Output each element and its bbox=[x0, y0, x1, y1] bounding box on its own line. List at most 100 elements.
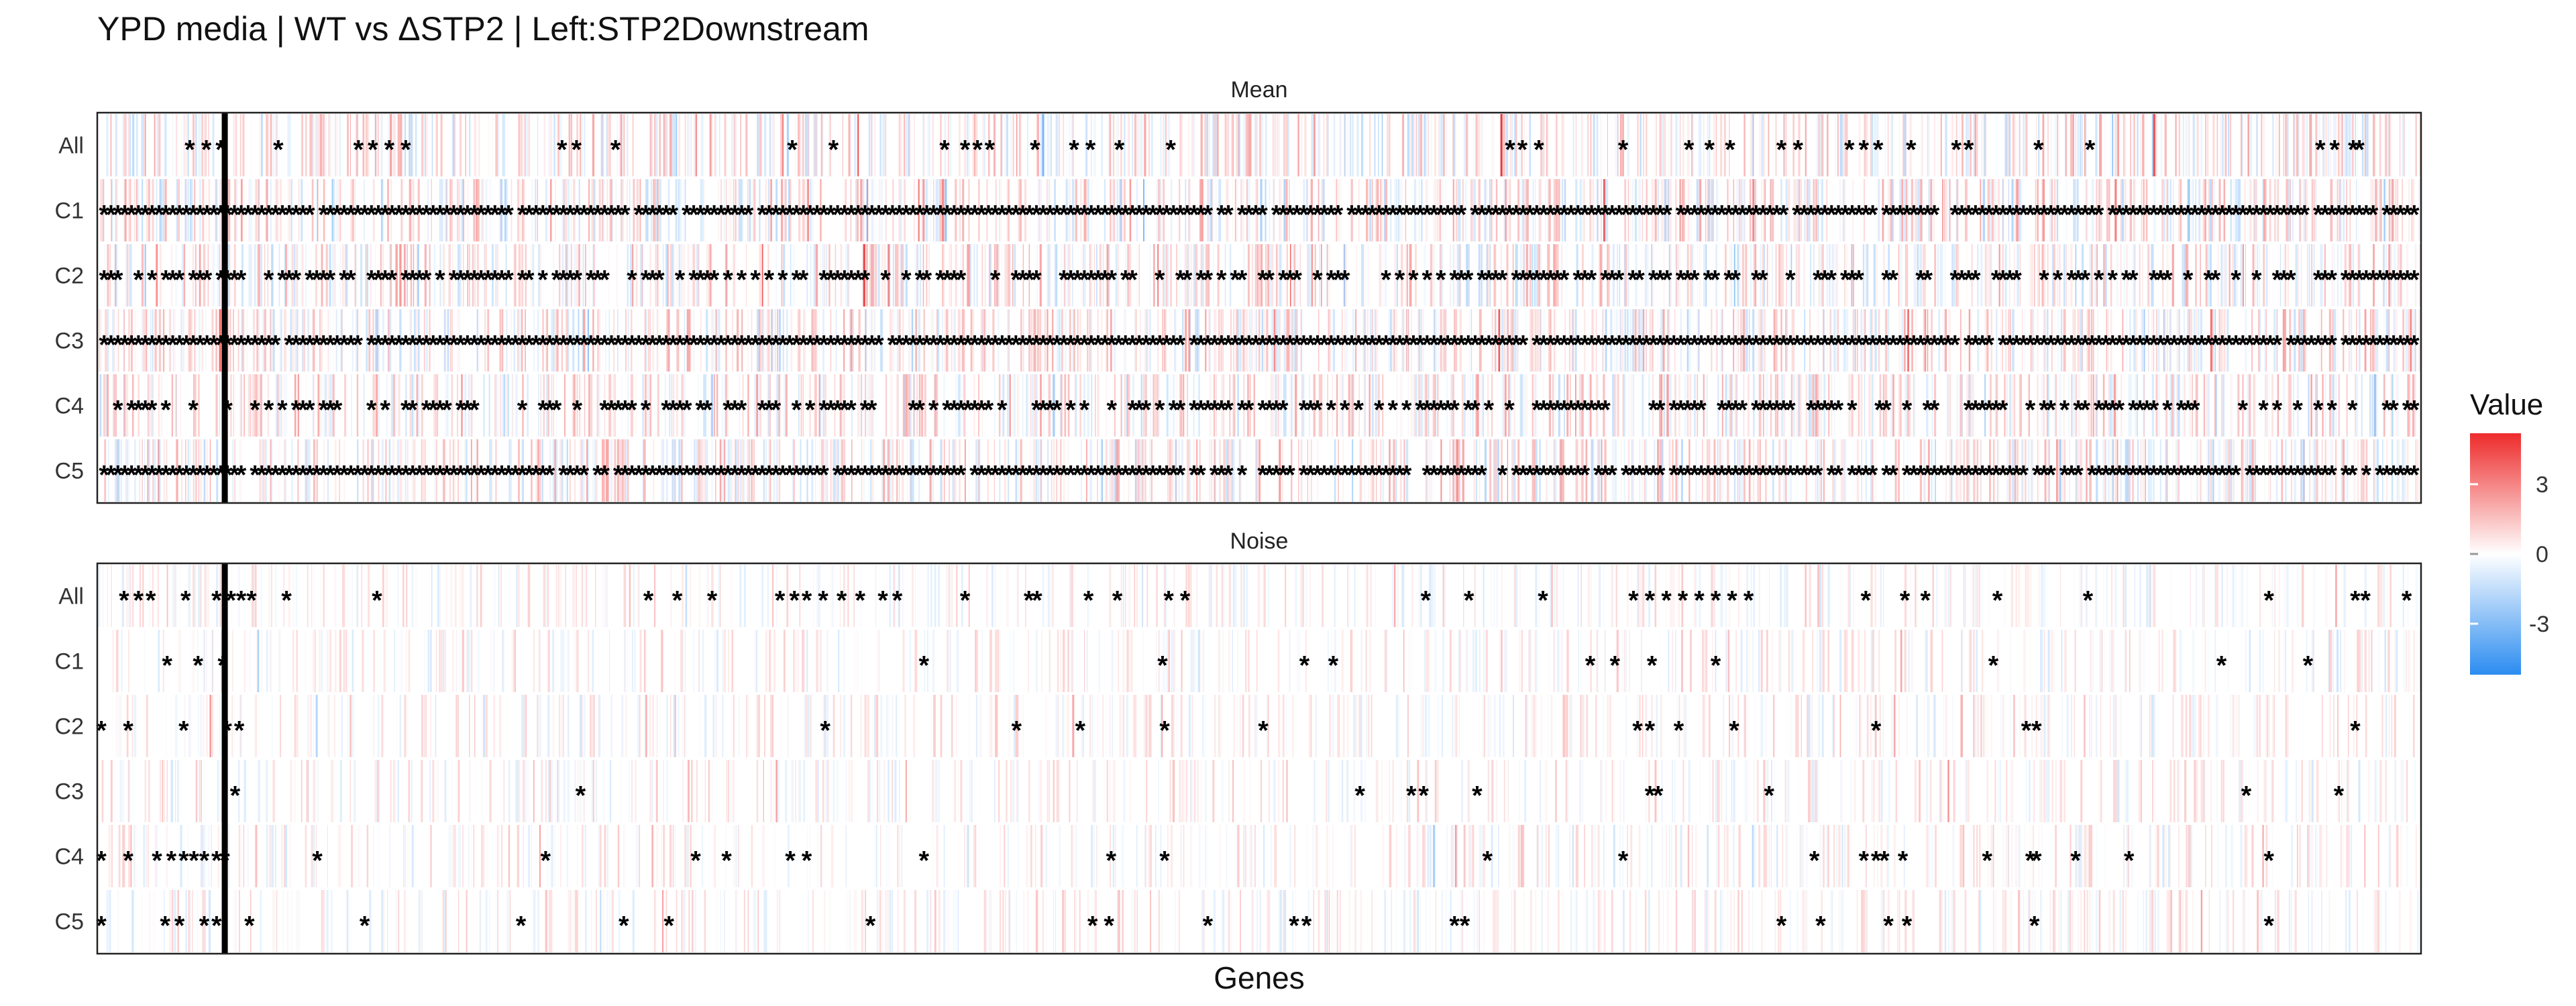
heat-cell bbox=[810, 179, 812, 241]
heat-cell bbox=[2408, 179, 2410, 241]
heat-cell bbox=[2014, 179, 2017, 241]
heat-cell bbox=[1831, 244, 1834, 306]
heat-cell bbox=[369, 244, 372, 306]
heat-cell bbox=[1523, 179, 1525, 241]
heat-cell bbox=[1599, 114, 1602, 176]
heat-cell bbox=[1906, 179, 1909, 241]
heat-cell bbox=[2222, 374, 2224, 437]
heat-cell bbox=[465, 114, 466, 176]
heat-cell bbox=[557, 114, 559, 176]
heat-cell bbox=[1619, 244, 1621, 306]
heat-cell bbox=[555, 114, 557, 176]
heat-cell bbox=[1720, 114, 1721, 176]
heat-cell bbox=[505, 179, 508, 241]
heat-cell bbox=[1413, 114, 1415, 176]
heat-cell bbox=[1686, 114, 1690, 176]
heat-cell bbox=[826, 244, 828, 306]
heat-cell bbox=[636, 179, 639, 241]
heat-cell bbox=[1695, 114, 1697, 176]
heat-cell bbox=[1822, 114, 1824, 176]
heat-cell bbox=[2390, 114, 2392, 176]
heat-cell bbox=[633, 179, 635, 241]
heat-cell bbox=[1405, 179, 1407, 241]
heat-cell bbox=[397, 114, 399, 176]
heat-cell bbox=[602, 179, 605, 241]
heat-cell bbox=[1915, 244, 1917, 306]
heat-cell bbox=[2253, 179, 2255, 241]
heat-cell bbox=[1433, 179, 1434, 241]
heat-cell bbox=[1730, 244, 1733, 306]
heat-cell bbox=[813, 114, 815, 176]
heat-cell bbox=[865, 244, 867, 306]
heat-cell bbox=[1377, 179, 1379, 241]
heat-cell bbox=[610, 179, 612, 241]
heat-cell bbox=[451, 179, 453, 241]
heat-cell bbox=[1741, 244, 1744, 306]
heat-cell bbox=[1845, 244, 1847, 306]
heat-cell bbox=[1242, 244, 1245, 306]
heat-cell bbox=[483, 374, 485, 437]
heat-cell bbox=[550, 179, 551, 241]
heat-cell bbox=[1927, 114, 1930, 176]
heat-cell bbox=[1113, 179, 1114, 241]
heat-cell bbox=[820, 179, 822, 241]
heat-cell bbox=[184, 179, 186, 241]
heat-cell bbox=[678, 114, 680, 176]
heat-cell bbox=[1788, 179, 1790, 241]
heat-cell bbox=[596, 374, 598, 437]
heat-cell bbox=[2187, 179, 2190, 241]
heat-cell bbox=[1247, 114, 1249, 176]
heat-cell bbox=[731, 179, 733, 241]
heat-cell bbox=[874, 114, 876, 176]
heat-cell bbox=[276, 179, 278, 241]
heat-cell bbox=[1028, 244, 1030, 306]
heat-cell bbox=[2196, 114, 2199, 176]
heat-cell bbox=[845, 179, 847, 241]
heat-cell bbox=[1743, 179, 1746, 241]
heat-cell bbox=[1882, 179, 1884, 241]
heat-cell bbox=[2349, 244, 2352, 306]
heat-cell bbox=[105, 244, 107, 306]
heat-cell bbox=[176, 179, 178, 241]
heat-cell bbox=[1763, 244, 1765, 306]
heat-cell bbox=[1013, 244, 1015, 306]
heat-cell bbox=[2309, 114, 2310, 176]
heat-cell bbox=[1902, 244, 1903, 306]
heat-cell bbox=[1902, 114, 1904, 176]
heat-cell bbox=[2114, 179, 2117, 241]
heat-cell bbox=[1279, 179, 1280, 241]
heat-cell bbox=[1961, 114, 1964, 176]
heat-cell bbox=[663, 114, 665, 176]
heat-cell bbox=[329, 244, 331, 306]
heat-cell bbox=[410, 114, 413, 176]
heat-cell bbox=[187, 114, 189, 176]
heat-cell bbox=[2222, 244, 2225, 306]
heat-cell bbox=[1635, 374, 1638, 437]
heat-cell bbox=[1059, 114, 1061, 176]
heat-cell bbox=[680, 114, 682, 176]
heat-cell bbox=[2235, 179, 2238, 241]
heat-cell bbox=[722, 114, 725, 176]
heat-cell bbox=[1851, 244, 1853, 306]
heat-cell bbox=[250, 179, 252, 241]
heat-cell bbox=[1904, 244, 1907, 306]
heat-cell bbox=[1703, 179, 1705, 241]
heat-cell bbox=[2263, 179, 2266, 241]
heat-cell bbox=[2042, 179, 2045, 241]
heat-cell bbox=[963, 179, 965, 241]
heat-cell bbox=[875, 244, 877, 306]
heat-cell bbox=[380, 244, 382, 306]
heat-cell bbox=[1828, 244, 1831, 306]
heat-cell bbox=[1415, 114, 1417, 176]
heat-cell bbox=[1968, 179, 1970, 241]
heat-cell bbox=[2133, 114, 2135, 176]
heat-cell bbox=[1356, 114, 1359, 176]
heat-cell bbox=[321, 244, 323, 306]
heat-cell bbox=[2230, 374, 2233, 437]
heat-cell bbox=[2188, 114, 2190, 176]
heat-cell bbox=[2150, 114, 2151, 176]
heat-cell bbox=[356, 244, 358, 306]
heat-cell bbox=[1798, 114, 1801, 176]
heat-cell bbox=[2255, 179, 2257, 241]
heat-cell bbox=[1654, 114, 1656, 176]
